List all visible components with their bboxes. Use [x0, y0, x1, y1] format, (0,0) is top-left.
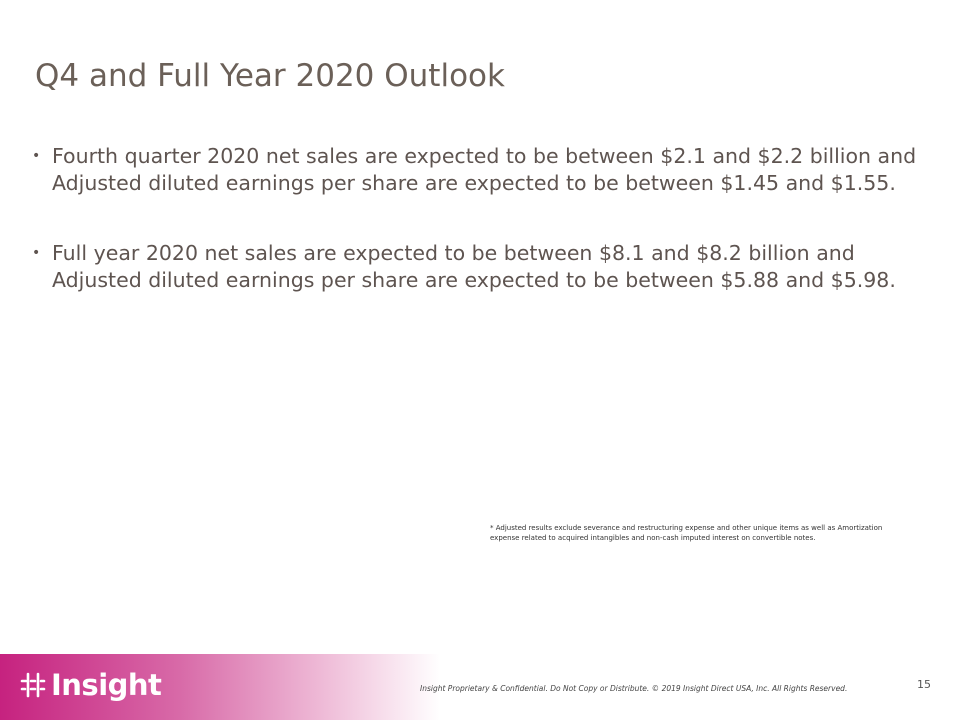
slide-title: Q4 and Full Year 2020 Outlook — [35, 58, 505, 94]
footer-band — [0, 654, 960, 720]
bullet: Fourth quarter 2020 net sales are expect… — [30, 143, 920, 196]
logo: Insight — [20, 668, 162, 702]
bullet-list: Fourth quarter 2020 net sales are expect… — [30, 143, 920, 337]
confidential-notice: Insight Proprietary & Confidential. Do N… — [420, 684, 848, 693]
page-number: 15 — [917, 678, 931, 691]
footnote: * Adjusted results exclude severance and… — [490, 524, 883, 542]
logo-text: Insight — [51, 668, 162, 702]
logo-icon — [20, 672, 46, 698]
bullet: Full year 2020 net sales are expected to… — [30, 240, 920, 293]
